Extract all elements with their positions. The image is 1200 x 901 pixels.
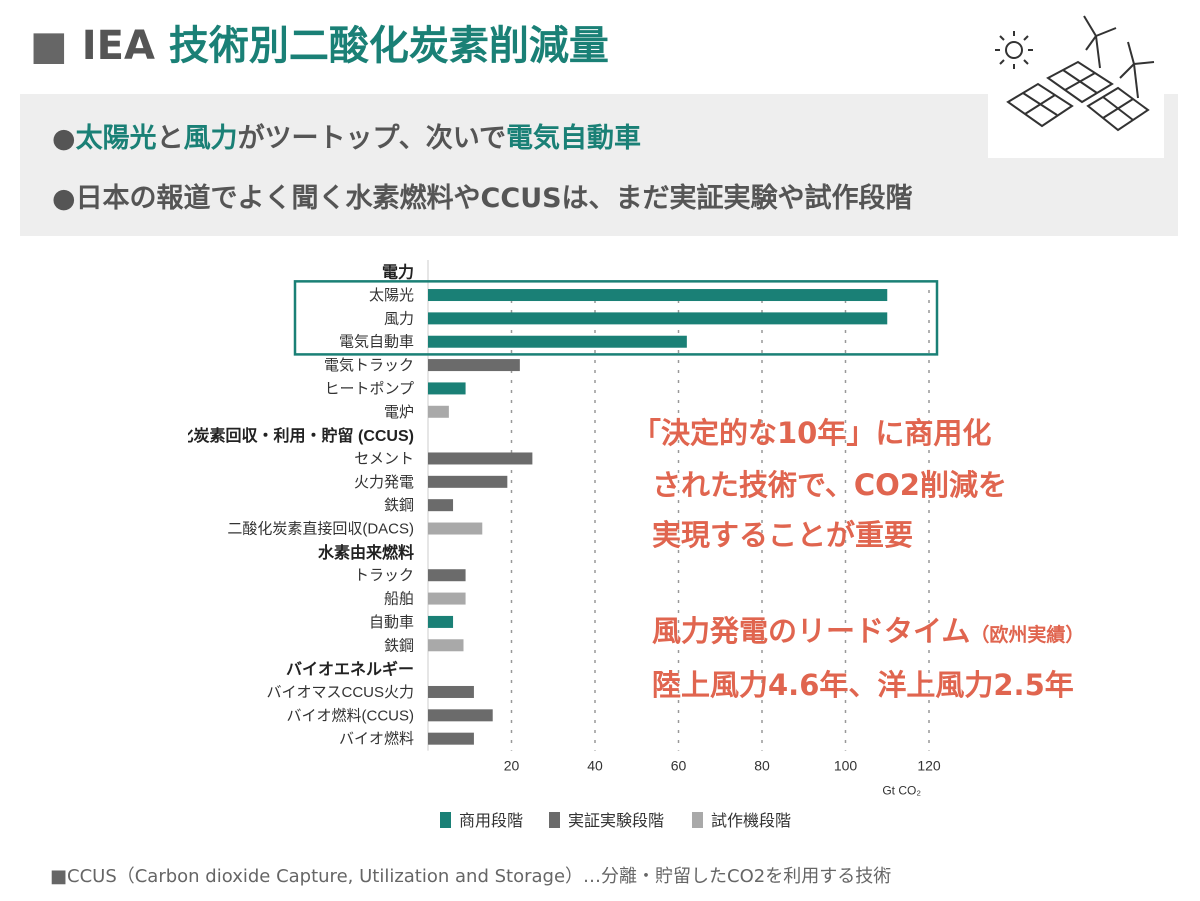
bar-commercial [428,289,888,302]
category-label: 鉄鋼 [384,497,414,514]
group-header: 電力 [382,263,414,282]
category-label: 二酸化炭素直接回収(DACS) [227,521,414,538]
highlight-box [293,280,939,356]
co2-reduction-chart: 電力太陽光風力電気自動車電気トラックヒートポンプ電炉二酸化炭素回収・利用・貯留 … [188,260,941,830]
category-label: ヒートポンプ [324,380,414,397]
bullet-1-ev: 電気自動車 [505,123,641,154]
bullet-1-and: と [156,123,184,154]
category-label: バイオ燃料 [339,730,414,748]
category-label: 電気自動車 [339,334,414,351]
title-org: IEA [81,23,155,69]
x-tick-label: 120 [917,758,941,774]
bar-demonstration [428,359,520,372]
title-square-marker: ■ [30,23,68,69]
bar-demonstration [428,685,474,698]
summary-banner [20,94,1178,236]
category-label: トラック [354,567,414,584]
bar-demonstration [428,452,533,465]
bullet-dot: ● [52,123,76,154]
bar-prototype [428,639,464,652]
bar-commercial [428,335,687,348]
bar-commercial [428,615,454,628]
bar-commercial [428,382,466,395]
bar-demonstration [428,499,454,512]
solar-panel-icon [1006,60,1150,132]
bullet-1: ●太陽光と風力がツートップ、次いで電気自動車 [52,116,641,155]
category-label: 火力発電 [354,474,414,491]
annotation-line-1: 「決定的な10年」に商用化 [632,416,992,450]
x-tick-label: 80 [754,758,770,774]
category-label: 自動車 [369,614,414,631]
category-label: 船舶 [384,591,414,608]
annotation-line-3: 実現することが重要 [652,518,914,552]
legend-swatch-prototype [692,812,703,828]
annotation-line-4: 風力発電のリードタイム（欧州実績） [652,608,1084,650]
sun-icon [995,31,1033,69]
category-label: バイオ燃料(CCUS) [287,706,415,724]
annotation-line-2: された技術で、CO2削減を [652,468,1007,502]
wind-turbine-icon [1083,15,1155,99]
bar-prototype [428,522,483,535]
category-label: 太陽光 [369,287,414,304]
annotation-line-5: 陸上風力4.6年、洋上風力2.5年 [652,668,1074,702]
x-tick-label: 100 [834,758,858,774]
x-tick-label: 60 [671,758,687,774]
bullet-1-middle: がツートップ、次いで [237,123,506,154]
annotation-line-4-note: （欧州実績） [970,624,1085,646]
bar-demonstration [428,709,493,722]
bar-prototype [428,405,449,418]
bullet-1-wind: 風力 [183,123,238,154]
bar-demonstration [428,475,508,488]
legend-label-prototype: 試作機段階 [711,812,791,830]
category-label: 風力 [384,310,414,327]
category-label: セメント [354,450,414,467]
bar-demonstration [428,569,466,582]
bullet-dot: ● [52,183,76,214]
category-label: 鉄鋼 [384,637,414,654]
legend-label-demonstration: 実証実験段階 [568,812,664,830]
x-tick-label: 20 [504,758,520,774]
category-label: 電炉 [384,404,414,421]
bar-commercial [428,312,888,325]
category-label: バイオマスCCUS火力 [266,684,414,701]
footnote: ■CCUS（Carbon dioxide Capture, Utilizatio… [50,866,892,887]
bullet-1-solar: 太陽光 [75,123,157,154]
bullet-2-text: 日本の報道でよく聞く水素燃料やCCUSは、まだ実証実験や試作段階 [75,183,913,214]
x-tick-label: 40 [587,758,603,774]
bullet-2: ●日本の報道でよく聞く水素燃料やCCUSは、まだ実証実験や試作段階 [52,176,913,215]
renewables-illustration [988,6,1164,158]
annotation-line-4-main: 風力発電のリードタイム [652,614,971,648]
title-main: 技術別二酸化炭素削減量 [168,23,609,69]
group-header: 水素由来燃料 [318,543,414,562]
legend-swatch-demonstration [549,812,560,828]
bar-prototype [428,592,466,605]
legend-label-commercial: 商用段階 [459,812,523,830]
page-title: ■ IEA 技術別二酸化炭素削減量 [30,18,609,74]
x-axis-label: Gt CO₂ [882,784,921,798]
category-label: 電気トラック [324,357,414,374]
group-header: 二酸化炭素回収・利用・貯留 (CCUS) [188,426,414,445]
group-header: バイオエネルギー [286,660,414,679]
bar-demonstration [428,732,474,745]
legend-swatch-commercial [440,812,451,828]
